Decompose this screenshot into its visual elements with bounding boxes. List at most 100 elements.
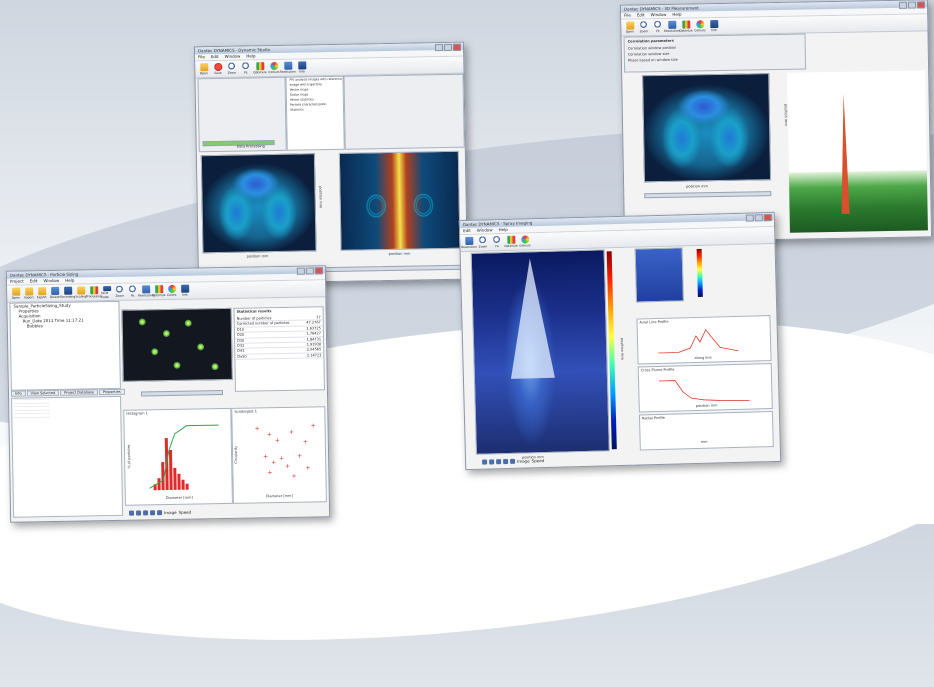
first-frame-icon[interactable] <box>482 459 488 465</box>
menu-item[interactable]: Project <box>9 278 24 284</box>
recording-button[interactable]: Recording <box>60 286 75 299</box>
optimize-button[interactable]: Optimize <box>679 19 693 33</box>
import-button[interactable]: Import <box>23 286 34 300</box>
info-button[interactable]: Info <box>708 19 719 32</box>
minimize-icon[interactable] <box>898 1 908 9</box>
maximize-icon[interactable] <box>754 214 763 222</box>
zoom-button[interactable]: Zoom <box>114 285 125 298</box>
zoom-button[interactable]: Zoom <box>226 62 237 75</box>
stat-label: Corrected number of particles <box>236 321 290 327</box>
tab-project-database[interactable]: Project Database <box>60 389 99 396</box>
menu-item[interactable]: Help <box>65 277 75 283</box>
colours-button[interactable]: Colours <box>519 234 531 248</box>
tree-item[interactable]: Statistics <box>290 107 304 112</box>
close-icon[interactable] <box>314 267 323 275</box>
fit-button[interactable]: Fit <box>127 285 138 298</box>
menu-item[interactable]: File <box>198 54 205 60</box>
colours-button[interactable]: Colours <box>694 19 706 33</box>
statistics-panel: Statistical results Number of particles 3… <box>233 306 325 392</box>
info-button[interactable]: Info <box>179 284 190 297</box>
histogram-panel: Histogram 1 Diameter [mm] % of particles <box>123 407 233 506</box>
colours-button[interactable]: Colours <box>268 61 280 74</box>
stat-value: 47.2767 <box>306 320 321 325</box>
fit-button[interactable]: Fit <box>491 235 502 249</box>
menu-item[interactable]: Edit <box>210 53 219 60</box>
fit-button[interactable]: Fit <box>652 20 663 33</box>
playback-controls: Image Speed <box>129 509 191 517</box>
maximize-icon[interactable] <box>305 267 314 275</box>
play-icon[interactable] <box>496 459 502 465</box>
open-button[interactable]: Open <box>624 20 635 34</box>
close-icon[interactable] <box>452 43 462 51</box>
minimize-icon[interactable] <box>434 44 444 52</box>
param-label: Phase based on window size <box>627 57 678 63</box>
optimize-button[interactable]: Optimize <box>504 235 518 248</box>
3d-surface-plot <box>787 70 928 233</box>
menu-item[interactable]: Window <box>224 53 241 59</box>
export-button[interactable]: Export <box>36 286 47 300</box>
prev-frame-icon[interactable] <box>136 510 142 516</box>
frame-slider[interactable] <box>644 191 772 199</box>
play-icon[interactable] <box>143 510 149 516</box>
menu-item[interactable]: Window <box>476 227 493 233</box>
delete-button[interactable]: Delete <box>49 286 60 299</box>
stat-label: D20 <box>236 332 245 338</box>
next-frame-icon[interactable] <box>503 458 509 465</box>
zoom-button[interactable]: Zoom <box>638 20 649 34</box>
close-icon[interactable] <box>763 213 772 222</box>
scaling-button[interactable]: Scaling <box>75 285 86 299</box>
menu-item[interactable]: File <box>624 12 631 18</box>
maximize-icon[interactable] <box>907 1 917 9</box>
menu-item[interactable]: Edit <box>636 12 645 18</box>
x-axis-label: position mm <box>388 251 411 257</box>
last-frame-icon[interactable] <box>157 510 163 516</box>
processing-button[interactable]: Processing <box>86 285 102 299</box>
tab-view-selected[interactable]: View Selected <box>26 389 60 397</box>
minimize-icon[interactable] <box>745 214 754 222</box>
correlation-peak <box>839 93 850 214</box>
x-axis-label: position mm <box>686 184 708 189</box>
resolution-button[interactable]: Resolution <box>280 61 296 74</box>
last-frame-icon[interactable] <box>510 458 516 464</box>
menu-item[interactable]: Edit <box>462 227 471 234</box>
menu-item[interactable]: Help <box>672 11 682 17</box>
resolution-icon <box>667 20 676 29</box>
tree-item[interactable]: Bubbles <box>26 323 43 329</box>
info-button[interactable]: Info <box>296 60 307 74</box>
optimize-button[interactable]: Optimize <box>253 61 267 75</box>
menu-item[interactable]: Edit <box>29 278 38 284</box>
image-slider[interactable] <box>140 390 224 397</box>
menu-item[interactable]: Help <box>246 53 256 59</box>
save-button[interactable]: Save <box>212 62 223 75</box>
dcm-code-button[interactable]: DCM code <box>101 285 112 299</box>
optimize-button[interactable]: Optimize <box>152 284 166 298</box>
menu-item[interactable]: Window <box>43 277 60 284</box>
resolution-button[interactable]: Resolution <box>664 20 680 33</box>
next-frame-icon[interactable] <box>150 510 156 516</box>
resolution-button[interactable]: Resolution <box>138 284 154 298</box>
window-particle-sizing: Dantec DYNAMICS · Particle Sizing Projec… <box>5 265 331 523</box>
zoom-button[interactable]: Zoom <box>477 235 488 249</box>
minimize-icon[interactable] <box>296 267 305 275</box>
maximize-icon[interactable] <box>443 43 453 52</box>
x-axis-label: Diameter [mm] <box>265 493 293 499</box>
open-button[interactable]: Open <box>198 62 209 76</box>
vector-image-left <box>200 153 317 254</box>
tab-info[interactable]: Info <box>10 390 26 397</box>
open-button[interactable]: Open <box>10 287 21 300</box>
fit-button[interactable]: Fit <box>240 61 251 75</box>
histogram-plot-area <box>138 419 225 491</box>
close-icon[interactable] <box>916 1 926 9</box>
first-frame-icon[interactable] <box>129 510 135 516</box>
menu-item[interactable]: Help <box>498 226 508 233</box>
menu-item[interactable]: Window <box>650 11 667 18</box>
scatter-title: Scatterplot 1 <box>234 409 258 414</box>
prev-frame-icon[interactable] <box>489 459 495 465</box>
colors-button[interactable]: Colors <box>166 284 177 297</box>
processing-icon <box>89 285 98 294</box>
tab-properties[interactable]: Properties <box>98 388 125 396</box>
resolution-button[interactable]: Resolution <box>461 236 477 249</box>
scatterplot-panel: Scatterplot 1 + + + + + + + + + + + + + + Diame… <box>231 406 327 504</box>
resolution-icon <box>283 61 292 70</box>
folder-icon <box>11 287 20 296</box>
